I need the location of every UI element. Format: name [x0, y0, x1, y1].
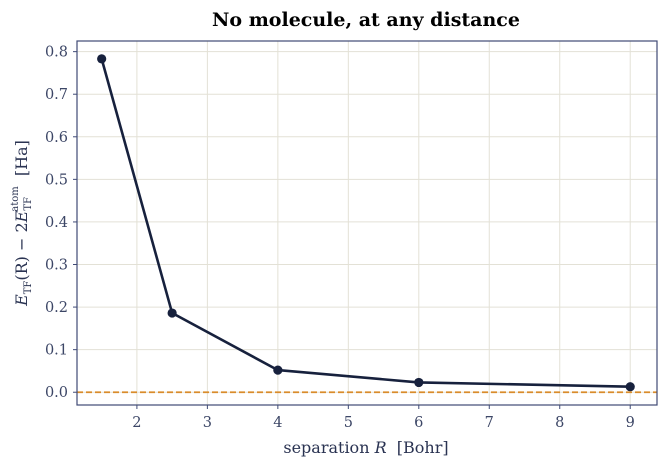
x-tick-label: 5 — [344, 415, 353, 431]
x-axis-label: separation R [Bohr] — [283, 438, 448, 457]
x-tick-label: 3 — [203, 415, 212, 431]
y-axis-label: ETF(R) − 2ETFatom [Ha] — [10, 140, 34, 307]
x-tick-label: 8 — [555, 415, 564, 431]
plot-frame — [76, 40, 658, 406]
data-point — [273, 365, 283, 375]
y-tick-label: 0.6 — [45, 130, 68, 146]
x-tick-label: 4 — [273, 415, 282, 431]
chart-title: No molecule, at any distance — [212, 9, 520, 31]
data-markers — [97, 54, 635, 392]
y-tick-label: 0.8 — [45, 45, 68, 61]
x-axis-ticks: 2 3 4 5 6 7 8 9 — [132, 405, 635, 431]
gridlines — [77, 41, 657, 405]
x-tick-label: 7 — [485, 415, 494, 431]
y-tick-label: 0.5 — [45, 172, 68, 188]
x-tick-label: 2 — [132, 415, 141, 431]
y-tick-label: 0.3 — [45, 258, 68, 274]
data-point — [625, 382, 635, 392]
series-polyline — [100, 58, 631, 388]
x-tick-label: 6 — [414, 415, 423, 431]
y-axis-ticks: 0.0 0.1 0.2 0.3 0.4 0.5 0.6 0.7 0.8 — [45, 45, 77, 401]
series-line — [100, 58, 631, 388]
y-tick-label: 0.2 — [45, 300, 68, 316]
y-tick-label: 0.0 — [45, 385, 68, 401]
y-tick-label: 0.4 — [45, 215, 68, 231]
data-point — [414, 377, 424, 388]
y-tick-label: 0.1 — [45, 343, 68, 359]
data-point — [167, 308, 177, 318]
y-tick-label: 0.7 — [45, 87, 68, 103]
x-tick-label: 9 — [626, 415, 635, 431]
data-point — [97, 54, 107, 64]
